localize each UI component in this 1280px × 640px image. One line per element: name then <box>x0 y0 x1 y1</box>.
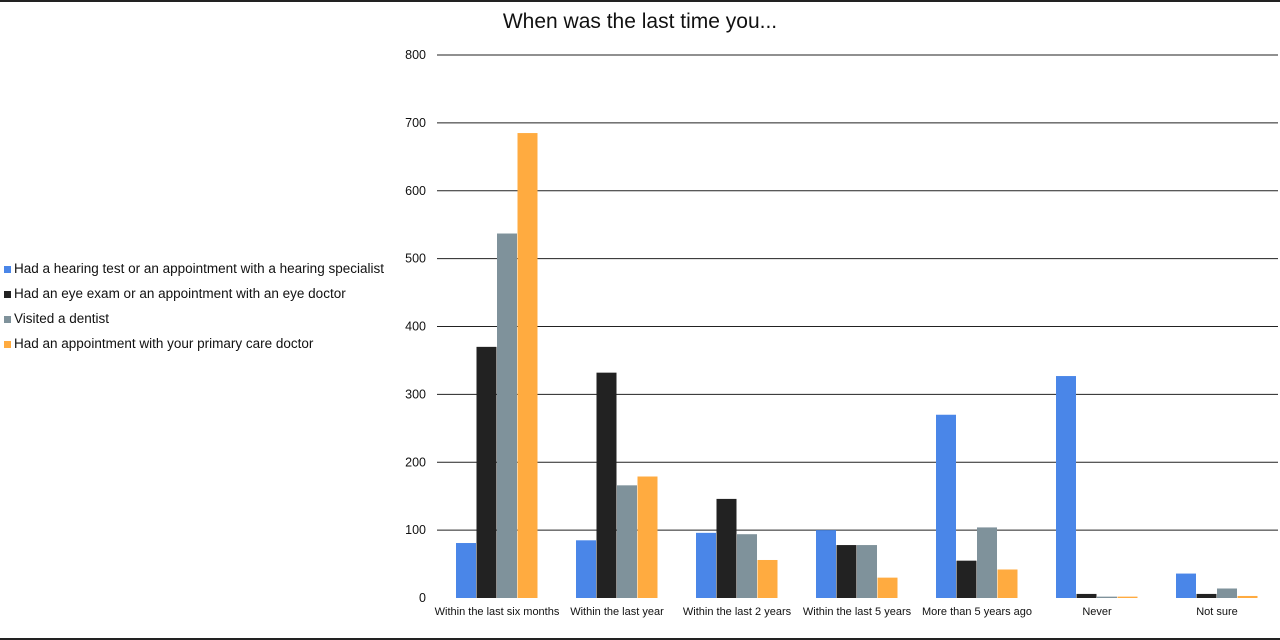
bar <box>596 372 617 598</box>
y-tick-label: 300 <box>405 387 426 401</box>
bar <box>1056 376 1076 598</box>
chart-title: When was the last time you... <box>502 10 778 33</box>
bar <box>1196 593 1217 598</box>
y-tick-label: 600 <box>405 184 426 198</box>
chart-legend: Had a hearing test or an appointment wit… <box>4 261 394 352</box>
bar <box>877 577 898 598</box>
bar <box>517 133 538 598</box>
bar <box>576 540 596 598</box>
legend-item: Had an appointment with your primary car… <box>4 336 394 352</box>
y-tick-label: 200 <box>405 455 426 469</box>
y-tick-label: 400 <box>405 320 426 334</box>
legend-label: Had an appointment with your primary car… <box>14 336 314 351</box>
bar <box>1217 588 1237 598</box>
bar <box>456 543 476 598</box>
bar <box>977 527 997 598</box>
bar <box>716 498 737 598</box>
legend-label: Had a hearing test or an appointment wit… <box>14 261 384 276</box>
x-tick-label: Not sure <box>1196 606 1238 618</box>
y-tick-label: 700 <box>405 116 426 130</box>
bar <box>816 530 836 598</box>
legend-label: Visited a dentist <box>14 311 110 326</box>
y-tick-label: 500 <box>405 252 426 266</box>
bar <box>476 346 497 598</box>
legend-label: Had an eye exam or an appointment with a… <box>14 286 346 301</box>
legend-swatch <box>4 341 11 348</box>
legend-swatch <box>4 291 11 298</box>
y-tick-label: 0 <box>419 591 426 605</box>
bar <box>637 476 658 598</box>
bar <box>737 534 757 598</box>
bar <box>617 485 637 598</box>
x-tick-label: Within the last year <box>570 606 664 618</box>
bar <box>1176 573 1196 598</box>
bar <box>1117 596 1138 598</box>
legend-item: Visited a dentist <box>4 311 394 327</box>
y-tick-label: 800 <box>405 48 426 62</box>
legend-item: Had a hearing test or an appointment wit… <box>4 261 394 277</box>
x-tick-label: Within the last 5 years <box>803 606 912 618</box>
x-tick-label: Within the last six months <box>435 606 560 618</box>
legend-swatch <box>4 266 11 273</box>
bar <box>956 560 977 598</box>
x-tick-label: More than 5 years ago <box>922 606 1032 618</box>
legend-item: Had an eye exam or an appointment with a… <box>4 286 394 302</box>
legend-swatch <box>4 316 11 323</box>
bar <box>497 233 517 599</box>
bar <box>1076 593 1097 598</box>
x-tick-label: Within the last 2 years <box>683 606 792 618</box>
bar <box>857 545 877 598</box>
bar <box>997 569 1018 598</box>
bar <box>696 532 716 598</box>
bar <box>1237 595 1258 598</box>
bar <box>1097 596 1117 598</box>
x-tick-label: Never <box>1082 606 1112 618</box>
bar <box>836 545 857 598</box>
bar <box>757 559 778 598</box>
bar <box>936 414 956 598</box>
y-tick-label: 100 <box>405 523 426 537</box>
